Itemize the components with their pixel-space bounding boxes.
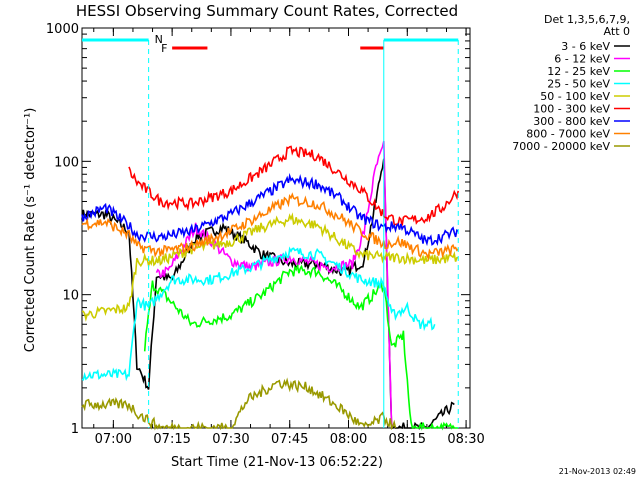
series-line xyxy=(81,377,397,431)
legend-label: 3 - 6 keV xyxy=(561,40,610,53)
series-lines xyxy=(81,140,459,431)
x-tick-label: 08:30 xyxy=(447,432,484,447)
series-line xyxy=(81,172,459,247)
flag-label: F xyxy=(161,42,167,55)
x-tick-label: 08:15 xyxy=(389,432,426,447)
night-label: N xyxy=(155,33,163,46)
x-tick-label: 07:00 xyxy=(95,432,132,447)
annotations: NF xyxy=(82,33,459,428)
legend-label: 300 - 800 keV xyxy=(533,115,610,128)
y-axis-label: Corrected Count Rate (s⁻¹ detector⁻¹) xyxy=(23,108,38,353)
y-tick-label: 1 xyxy=(71,422,79,437)
x-tick-label: 07:30 xyxy=(212,432,249,447)
series-line xyxy=(143,263,459,431)
series-line xyxy=(128,145,459,226)
legend-label: 12 - 25 keV xyxy=(547,65,610,78)
y-tick-label: 100 xyxy=(54,155,79,170)
axis-ticks: 07:00 07:15 07:30 07:45 08:00 08:15 08:30 1 10 10… xyxy=(46,22,485,447)
x-tick-label: 07:15 xyxy=(153,432,190,447)
plot-border xyxy=(81,27,471,429)
legend-label: 6 - 12 keV xyxy=(554,53,610,66)
series-line xyxy=(81,246,436,382)
timestamp: 21-Nov-2013 02:49 xyxy=(559,467,636,476)
series-line xyxy=(81,158,455,431)
series-line xyxy=(81,212,459,322)
legend-label: 25 - 50 keV xyxy=(547,78,610,91)
x-tick-label: 07:45 xyxy=(271,432,308,447)
legend-label: 7000 - 20000 keV xyxy=(512,140,610,153)
x-tick-label: 08:00 xyxy=(330,432,367,447)
series-line xyxy=(155,140,393,429)
legend-header: Det 1,3,5,6,7,9, xyxy=(544,13,630,26)
legend-label: 800 - 7000 keV xyxy=(526,128,610,141)
legend-label: 50 - 100 keV xyxy=(540,90,610,103)
y-tick-label: 10 xyxy=(62,289,79,304)
series-line xyxy=(81,192,459,261)
chart-title: HESSI Observing Summary Count Rates, Cor… xyxy=(76,2,458,20)
y-tick-label: 1000 xyxy=(46,22,79,37)
legend-label: 100 - 300 keV xyxy=(533,103,610,116)
legend-header: Att 0 xyxy=(604,25,630,38)
x-axis-label: Start Time (21-Nov-13 06:52:22) xyxy=(171,455,383,470)
plot-area xyxy=(81,27,471,429)
